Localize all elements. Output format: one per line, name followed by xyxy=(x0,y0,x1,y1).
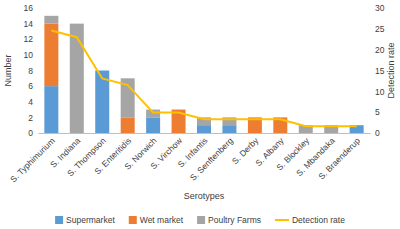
tick-label: 6 xyxy=(28,81,33,91)
tick-label: 15 xyxy=(375,66,385,76)
x-axis-title: Serotypes xyxy=(184,191,225,201)
legend-item: Wet market xyxy=(129,215,184,225)
legend-label: Poultry Farms xyxy=(208,215,261,225)
legend-label: Supermarket xyxy=(66,215,115,225)
bar xyxy=(44,16,58,24)
axis-line xyxy=(39,133,371,134)
bar xyxy=(44,86,58,133)
bar xyxy=(248,117,262,118)
tick-label: 10 xyxy=(375,87,385,97)
tick-label: 30 xyxy=(375,3,385,13)
legend-swatch xyxy=(197,216,205,224)
tick-label: 0 xyxy=(28,128,33,138)
tick-label: S. Senftenberg xyxy=(188,135,235,182)
legend-label: Wet market xyxy=(140,215,184,225)
bar xyxy=(146,117,160,133)
tick-label: 5 xyxy=(375,107,380,117)
bar xyxy=(197,125,211,133)
tick-label: 25 xyxy=(375,24,385,34)
legend-item: Poultry Farms xyxy=(197,215,261,225)
legend-swatch xyxy=(55,216,63,224)
legend-item: Supermarket xyxy=(55,215,115,225)
tick-label: 16 xyxy=(24,3,34,13)
bar xyxy=(222,125,236,133)
bar xyxy=(273,117,287,118)
x-axis: S. TyphimuriumS. IndianaS. ThompsonS. En… xyxy=(8,133,370,184)
tick-label: 8 xyxy=(28,66,33,76)
axis-line xyxy=(370,9,371,134)
line xyxy=(51,31,356,127)
y2-axis-title: Detection rate xyxy=(386,42,396,98)
plot-marks xyxy=(44,16,363,133)
bar xyxy=(172,109,186,110)
tick-label: 10 xyxy=(24,50,34,60)
tick-label: 0 xyxy=(375,128,380,138)
y-axis: 0 2 4 6 8 10 12 14 16 xyxy=(24,3,39,138)
tick-label: 12 xyxy=(24,34,34,44)
axis-line xyxy=(38,9,39,134)
bar xyxy=(121,117,135,133)
tick-label: 4 xyxy=(28,97,33,107)
legend-swatch xyxy=(275,219,289,221)
y2-axis: 0 5 10 15 20 25 30 xyxy=(370,3,385,138)
bar xyxy=(44,24,58,87)
tick-label: 2 xyxy=(28,113,33,123)
legend-item: Detection rate xyxy=(275,215,345,225)
y-axis-title: Number xyxy=(3,54,13,86)
tick-label: 20 xyxy=(375,45,385,55)
chart: 0 2 4 6 8 10 12 14 16 0 5 10 15 20 25 30 S. TyphimuriumS… xyxy=(0,0,400,229)
legend-swatch xyxy=(129,216,137,224)
tick-label: 14 xyxy=(24,19,34,29)
tick-label: S. Braenderup xyxy=(316,135,362,181)
legend: Supermarket Wet market Poultry Farms Detect… xyxy=(55,215,345,225)
bar xyxy=(70,24,84,133)
legend-label: Detection rate xyxy=(292,215,345,225)
